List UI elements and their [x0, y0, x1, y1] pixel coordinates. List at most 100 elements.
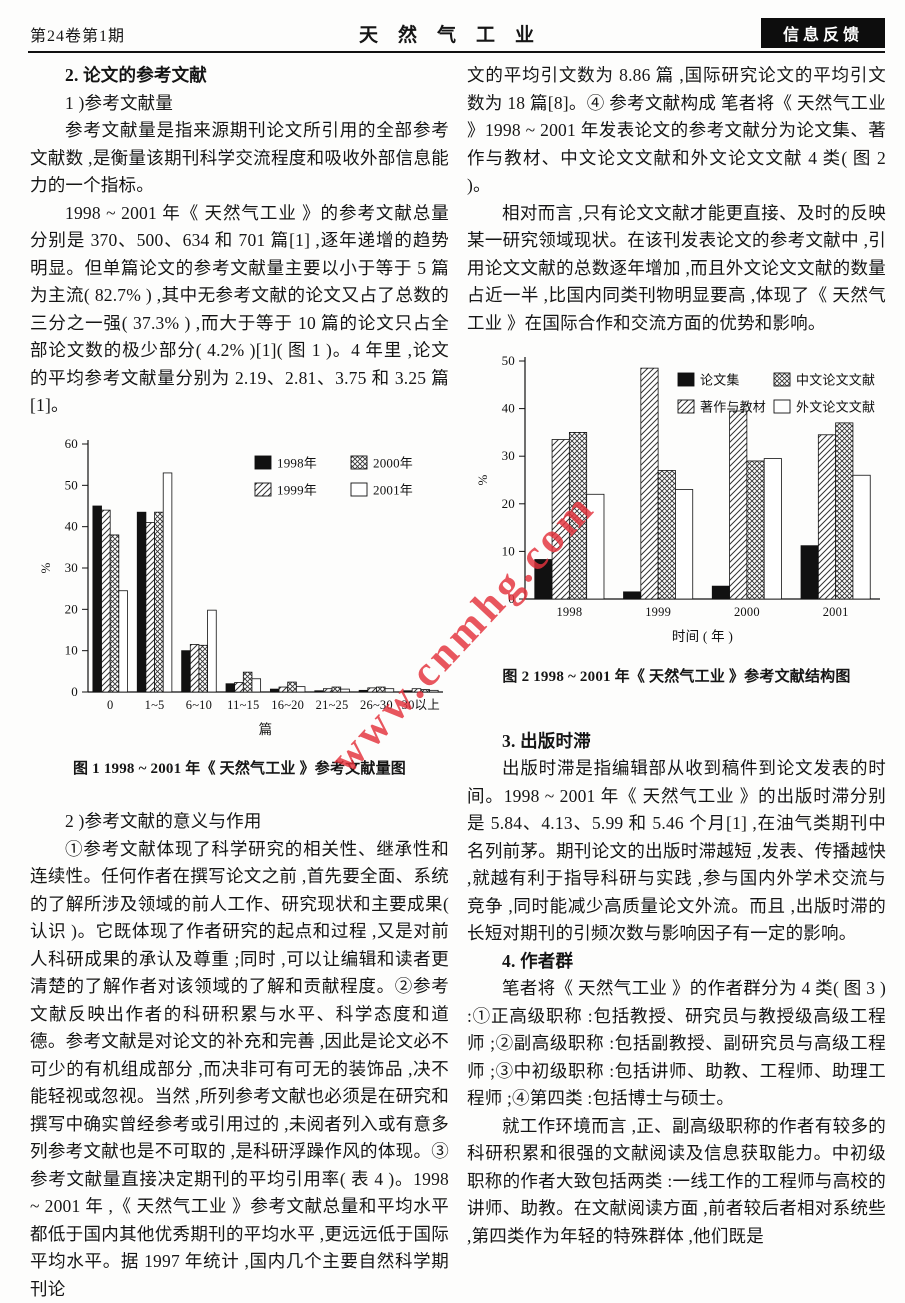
y-tick-label: 30: [65, 560, 78, 575]
bar-1998年: [404, 690, 413, 691]
legend-label: 中文论文文献: [796, 373, 875, 388]
bar-1998年: [137, 512, 146, 692]
bar-1999年: [102, 510, 111, 692]
legend-item: 论文集: [678, 373, 740, 388]
x-tick-label: 1998: [556, 605, 582, 619]
x-tick-label: 0: [107, 698, 113, 712]
bar-外文论文文献: [587, 494, 604, 599]
paragraph: 参考文献量是指来源期刊论文所引用的全部参考文献数 ,是衡量该期刊科学交流程度和吸…: [30, 117, 449, 200]
legend-label: 著作与教材: [700, 400, 766, 415]
journal-title: 天然气工业: [28, 20, 885, 47]
legend-label: 1999年: [277, 482, 317, 497]
y-tick-label: 20: [502, 496, 515, 511]
bar-2000年: [421, 689, 430, 691]
paragraph: 就工作环境而言 ,正、副高级职称的作者有较多的科研积累和很强的文献阅读及信息获取…: [467, 1113, 886, 1251]
legend-item: 2000年: [351, 455, 413, 470]
y-tick-label: 30: [502, 448, 515, 463]
bar-1999年: [235, 682, 244, 692]
bar-1998年: [359, 690, 368, 692]
y-tick-label: 20: [65, 601, 78, 616]
y-axis-label: %: [475, 474, 490, 485]
bar-1998年: [93, 506, 102, 692]
legend-swatch: [678, 400, 694, 413]
bar-外文论文文献: [764, 459, 781, 599]
y-tick-label: 40: [502, 401, 515, 416]
paragraph: 出版时滞是指编辑部从收到稿件到论文发表的时间。1998 ~ 2001 年《 天然…: [467, 755, 886, 948]
x-tick-label: 1~5: [145, 698, 165, 712]
legend-swatch: [255, 456, 271, 469]
bar-2000年: [199, 645, 208, 692]
x-tick-label: 6~10: [186, 698, 212, 712]
x-axis-label: 篇: [259, 722, 273, 737]
figure-1-caption: 图 1 1998 ~ 2001 年《 天然气工业 》参考文献量图: [30, 758, 449, 780]
paragraph: 1998 ~ 2001 年《 天然气工业 》的参考文献总量分别是 370、500…: [30, 200, 449, 420]
right-column: 文的平均引文数为 8.86 篇 ,国际研究论文的平均引文数为 18 篇[8]。④…: [467, 62, 886, 1250]
bar-2001年: [119, 590, 128, 691]
bar-外文论文文献: [853, 475, 870, 599]
y-tick-label: 60: [65, 436, 78, 451]
bar-2000年: [110, 534, 119, 691]
bar-1998年: [315, 690, 324, 691]
bar-论文集: [712, 586, 729, 599]
legend-label: 外文论文文献: [796, 400, 875, 415]
legend-swatch: [774, 373, 790, 386]
bar-2001年: [163, 472, 172, 691]
bar-2000年: [332, 687, 341, 692]
bar-1999年: [368, 687, 377, 691]
bar-中文论文文献: [836, 423, 853, 599]
legend-label: 2000年: [373, 455, 413, 470]
paragraph: 文的平均引文数为 8.86 篇 ,国际研究论文的平均引文数为 18 篇[8]。④…: [467, 62, 886, 200]
legend-item: 1998年: [255, 455, 317, 470]
legend-item: 外文论文文献: [774, 400, 875, 415]
bar-著作与教材: [641, 368, 658, 599]
section-heading-3: 3. 出版时滞: [467, 728, 886, 756]
page-header: 第24卷第1期 天然气工业 信息反馈: [28, 16, 885, 46]
x-tick-label: 30以上: [402, 698, 440, 712]
bar-2000年: [155, 512, 164, 692]
y-tick-label: 10: [65, 642, 78, 657]
legend-swatch: [351, 483, 367, 496]
y-tick-label: 10: [502, 543, 515, 558]
bar-2001年: [429, 690, 438, 692]
bar-论文集: [624, 592, 641, 599]
bar-外文论文文献: [675, 490, 692, 599]
x-axis-label: 时间 ( 年 ): [672, 629, 733, 644]
y-tick-label: 40: [65, 518, 78, 533]
info-feedback-badge: 信息反馈: [761, 18, 885, 48]
x-tick-label: 21~25: [316, 698, 349, 712]
bar-1999年: [279, 687, 288, 692]
bar-1999年: [190, 644, 199, 692]
bar-2001年: [385, 688, 394, 691]
legend-label: 2001年: [373, 482, 413, 497]
bar-2000年: [243, 672, 252, 692]
legend-swatch: [678, 373, 694, 386]
legend-swatch: [351, 456, 367, 469]
bar-著作与教材: [730, 411, 747, 599]
left-column: 2. 论文的参考文献 1 )参考文献量 参考文献量是指来源期刊论文所引用的全部参…: [30, 62, 449, 1303]
legend-item: 1999年: [255, 482, 317, 497]
bar-2000年: [376, 687, 385, 692]
bar-中文论文文献: [569, 432, 586, 599]
paragraph: ①参考文献体现了科学研究的相关性、继承性和连续性。任何作者在撰写论文之前 ,首先…: [30, 836, 449, 1303]
figure-2-caption: 图 2 1998 ~ 2001 年《 天然气工业 》参考文献结构图: [467, 666, 886, 688]
bar-1999年: [412, 688, 421, 691]
bar-2001年: [252, 678, 261, 691]
bar-著作与教材: [552, 440, 569, 599]
legend-item: 中文论文文献: [774, 373, 875, 388]
bar-1998年: [226, 683, 235, 691]
y-tick-label: 0: [508, 591, 515, 606]
bar-2000年: [288, 682, 297, 692]
section-heading-4: 4. 作者群: [467, 948, 886, 976]
bar-2001年: [296, 686, 305, 691]
subheading-2: 2 )参考文献的意义与作用: [30, 808, 449, 836]
y-tick-label: 50: [65, 477, 78, 492]
y-axis-label: %: [38, 562, 53, 573]
bar-1999年: [323, 688, 332, 691]
y-tick-label: 0: [71, 684, 78, 699]
paragraph: 相对而言 ,只有论文文献才能更直接、及时的反映某一研究领域现状。在该刊发表论文的…: [467, 200, 886, 338]
x-tick-label: 11~15: [227, 698, 259, 712]
